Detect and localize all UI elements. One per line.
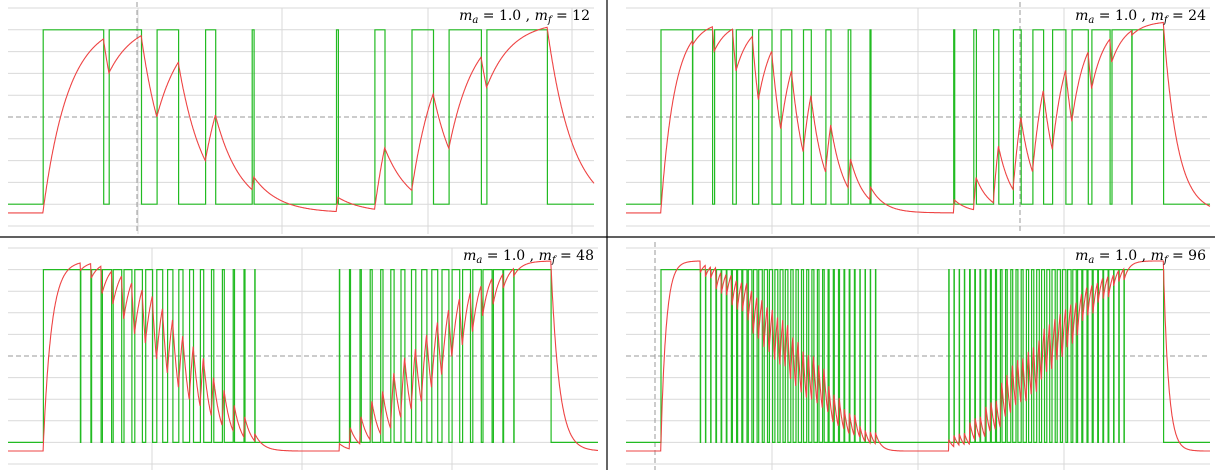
panel-title: ma = 1.0 , mf = 24 [1075,8,1206,26]
panel-title: ma = 1.0 , mf = 96 [1075,248,1206,266]
panel-4: ma = 1.0 , mf = 96 [626,242,1210,470]
filtered-series-line [626,260,1210,452]
filtered-series-line [626,21,1211,214]
panel-3: ma = 1.0 , mf = 48 [8,247,598,470]
filtered-series-line [8,260,598,452]
pwm-series-line [8,29,594,205]
panel-1: ma = 1.0 , mf = 12 [8,2,595,234]
panel-2: ma = 1.0 , mf = 24 [626,2,1211,234]
filtered-series-line [8,26,595,214]
panel-title: ma = 1.0 , mf = 12 [459,8,590,26]
pwm-series-line [8,269,598,443]
pwm-series-line [626,269,1210,443]
pwm-series-line [626,29,1210,205]
panel-title: ma = 1.0 , mf = 48 [463,248,594,266]
